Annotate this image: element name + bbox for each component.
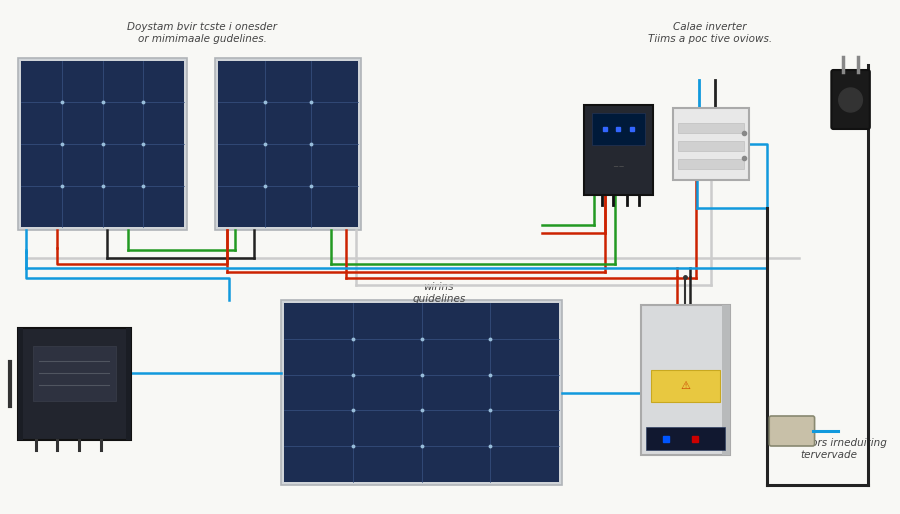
FancyBboxPatch shape xyxy=(21,61,184,227)
Circle shape xyxy=(839,88,862,112)
FancyBboxPatch shape xyxy=(672,108,750,180)
FancyBboxPatch shape xyxy=(679,141,743,151)
FancyBboxPatch shape xyxy=(679,159,743,169)
FancyBboxPatch shape xyxy=(18,58,187,230)
FancyBboxPatch shape xyxy=(284,303,559,482)
FancyBboxPatch shape xyxy=(770,416,814,446)
Text: Creatte ors irneduiting
tervervade: Creatte ors irneduiting tervervade xyxy=(770,438,887,460)
FancyBboxPatch shape xyxy=(281,300,562,485)
FancyBboxPatch shape xyxy=(679,123,743,133)
FancyBboxPatch shape xyxy=(651,370,720,402)
FancyBboxPatch shape xyxy=(215,58,361,230)
FancyBboxPatch shape xyxy=(641,305,730,455)
FancyBboxPatch shape xyxy=(32,346,116,401)
Text: ─ ─: ─ ─ xyxy=(613,164,624,170)
FancyBboxPatch shape xyxy=(584,105,652,195)
FancyBboxPatch shape xyxy=(646,427,724,450)
FancyBboxPatch shape xyxy=(126,328,131,440)
FancyBboxPatch shape xyxy=(218,61,358,227)
Text: Calae inverter
Tiims a poc tive oviows.: Calae inverter Tiims a poc tive oviows. xyxy=(648,22,772,44)
Text: Doystam bvir tcste i onesder
or mimimaale gudelines.: Doystam bvir tcste i onesder or mimimaal… xyxy=(127,22,277,44)
FancyBboxPatch shape xyxy=(18,328,131,440)
FancyBboxPatch shape xyxy=(18,328,22,440)
FancyBboxPatch shape xyxy=(591,113,645,145)
FancyBboxPatch shape xyxy=(722,305,730,455)
Text: ⚠: ⚠ xyxy=(680,381,690,391)
Text: wirins
guidelines: wirins guidelines xyxy=(412,282,465,304)
FancyBboxPatch shape xyxy=(832,70,869,129)
